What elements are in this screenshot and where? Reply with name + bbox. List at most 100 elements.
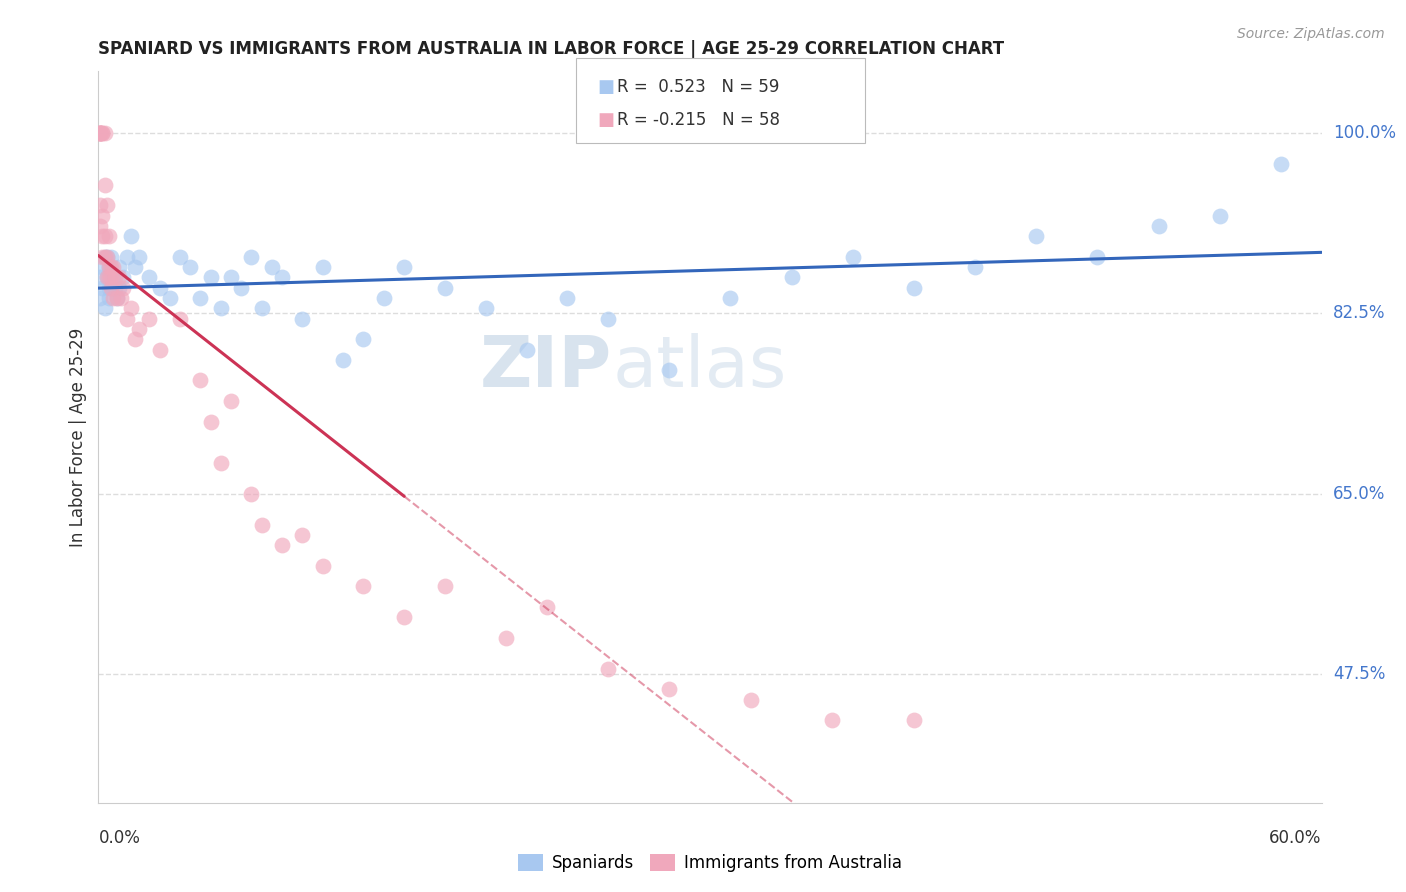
- Point: [179, 260, 201, 274]
- Point: [200, 270, 222, 285]
- Text: 100.0%: 100.0%: [1333, 124, 1396, 142]
- Point: [536, 600, 558, 615]
- Point: [93, 178, 115, 192]
- Point: [124, 332, 146, 346]
- Point: [434, 579, 457, 593]
- Point: [97, 229, 120, 244]
- Point: [100, 281, 122, 295]
- Point: [270, 538, 294, 552]
- Point: [291, 528, 314, 542]
- Point: [100, 281, 122, 295]
- Point: [89, 219, 111, 233]
- Point: [965, 260, 987, 274]
- Point: [108, 260, 131, 274]
- Point: [200, 415, 222, 429]
- Point: [250, 517, 273, 532]
- Point: [101, 270, 124, 285]
- Point: [149, 281, 172, 295]
- Point: [1085, 250, 1108, 264]
- Text: R =  0.523   N = 59: R = 0.523 N = 59: [617, 78, 779, 95]
- Point: [903, 714, 925, 728]
- Point: [89, 291, 111, 305]
- Point: [1209, 209, 1232, 223]
- Text: SPANIARD VS IMMIGRANTS FROM AUSTRALIA IN LABOR FORCE | AGE 25-29 CORRELATION CHA: SPANIARD VS IMMIGRANTS FROM AUSTRALIA IN…: [98, 40, 1004, 58]
- Point: [120, 301, 142, 316]
- Point: [209, 456, 232, 470]
- Point: [91, 281, 114, 295]
- Point: [128, 250, 150, 264]
- Point: [111, 270, 134, 285]
- Point: [89, 126, 111, 140]
- Point: [120, 229, 142, 244]
- Y-axis label: In Labor Force | Age 25-29: In Labor Force | Age 25-29: [69, 327, 87, 547]
- Point: [516, 343, 538, 357]
- Point: [100, 250, 122, 264]
- Point: [93, 126, 115, 140]
- Point: [91, 260, 114, 274]
- Point: [740, 693, 762, 707]
- Text: 60.0%: 60.0%: [1270, 829, 1322, 847]
- Point: [96, 250, 118, 264]
- Point: [97, 260, 120, 274]
- Point: [91, 229, 114, 244]
- Point: [1270, 157, 1292, 171]
- Point: [115, 250, 138, 264]
- Point: [91, 126, 114, 140]
- Point: [96, 250, 118, 264]
- Point: [101, 291, 124, 305]
- Point: [138, 270, 160, 285]
- Point: [780, 270, 803, 285]
- Point: [104, 281, 127, 295]
- Point: [91, 126, 114, 140]
- Point: [159, 291, 181, 305]
- Point: [110, 291, 132, 305]
- Point: [474, 301, 498, 316]
- Point: [96, 198, 118, 212]
- Point: [434, 281, 457, 295]
- Point: [111, 281, 134, 295]
- Point: [115, 311, 138, 326]
- Text: ■: ■: [598, 78, 614, 95]
- Point: [240, 250, 263, 264]
- Point: [231, 281, 253, 295]
- Point: [903, 281, 925, 295]
- Point: [1147, 219, 1170, 233]
- Point: [108, 281, 131, 295]
- Text: 47.5%: 47.5%: [1333, 665, 1385, 683]
- Point: [89, 126, 111, 140]
- Point: [93, 250, 115, 264]
- Point: [841, 250, 863, 264]
- Point: [352, 579, 374, 593]
- Point: [149, 343, 172, 357]
- Text: atlas: atlas: [612, 333, 786, 402]
- Point: [658, 682, 681, 697]
- Point: [392, 610, 416, 624]
- Point: [93, 301, 115, 316]
- Legend: Spaniards, Immigrants from Australia: Spaniards, Immigrants from Australia: [512, 847, 908, 879]
- Point: [97, 291, 120, 305]
- Point: [495, 631, 517, 645]
- Point: [291, 311, 314, 326]
- Point: [658, 363, 681, 377]
- Point: [89, 126, 111, 140]
- Point: [96, 270, 118, 285]
- Point: [312, 558, 335, 573]
- Point: [101, 260, 124, 274]
- Point: [124, 260, 146, 274]
- Point: [332, 352, 354, 367]
- Point: [105, 291, 128, 305]
- Text: Source: ZipAtlas.com: Source: ZipAtlas.com: [1237, 27, 1385, 41]
- Text: ZIP: ZIP: [479, 333, 612, 402]
- Point: [169, 250, 191, 264]
- Point: [91, 250, 114, 264]
- Point: [93, 250, 115, 264]
- Text: 65.0%: 65.0%: [1333, 484, 1385, 503]
- Point: [100, 260, 122, 274]
- Point: [188, 291, 212, 305]
- Point: [97, 270, 120, 285]
- Point: [373, 291, 395, 305]
- Point: [89, 270, 111, 285]
- Point: [250, 301, 273, 316]
- Point: [598, 662, 620, 676]
- Text: 82.5%: 82.5%: [1333, 304, 1385, 322]
